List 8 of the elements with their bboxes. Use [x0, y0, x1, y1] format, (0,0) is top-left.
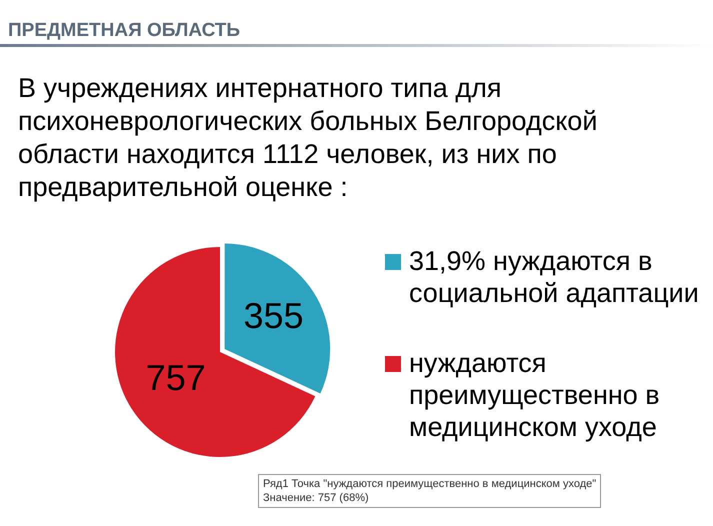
legend-label: нуждаются преимущественно в медицинском уходе [409, 347, 661, 443]
text: Ряд1 Точка "нуждаются преимущественно в медицинском уходе" [263, 477, 596, 491]
data-label: 355 [243, 294, 304, 336]
chart-title: ПРЕДМЕТНАЯ ОБЛАСТЬ [8, 20, 240, 42]
text: Значение: 757 (68%) [263, 491, 370, 505]
chart-subtitle: В учреждениях интернатного типа для психоневрологических больных Белгородской области находится 1112 человек, из них по предварительной оценке : [18, 72, 598, 204]
data-label: 757 [146, 357, 206, 398]
legend-label: 31,9% нуждаются в социальной адаптации [409, 245, 700, 309]
